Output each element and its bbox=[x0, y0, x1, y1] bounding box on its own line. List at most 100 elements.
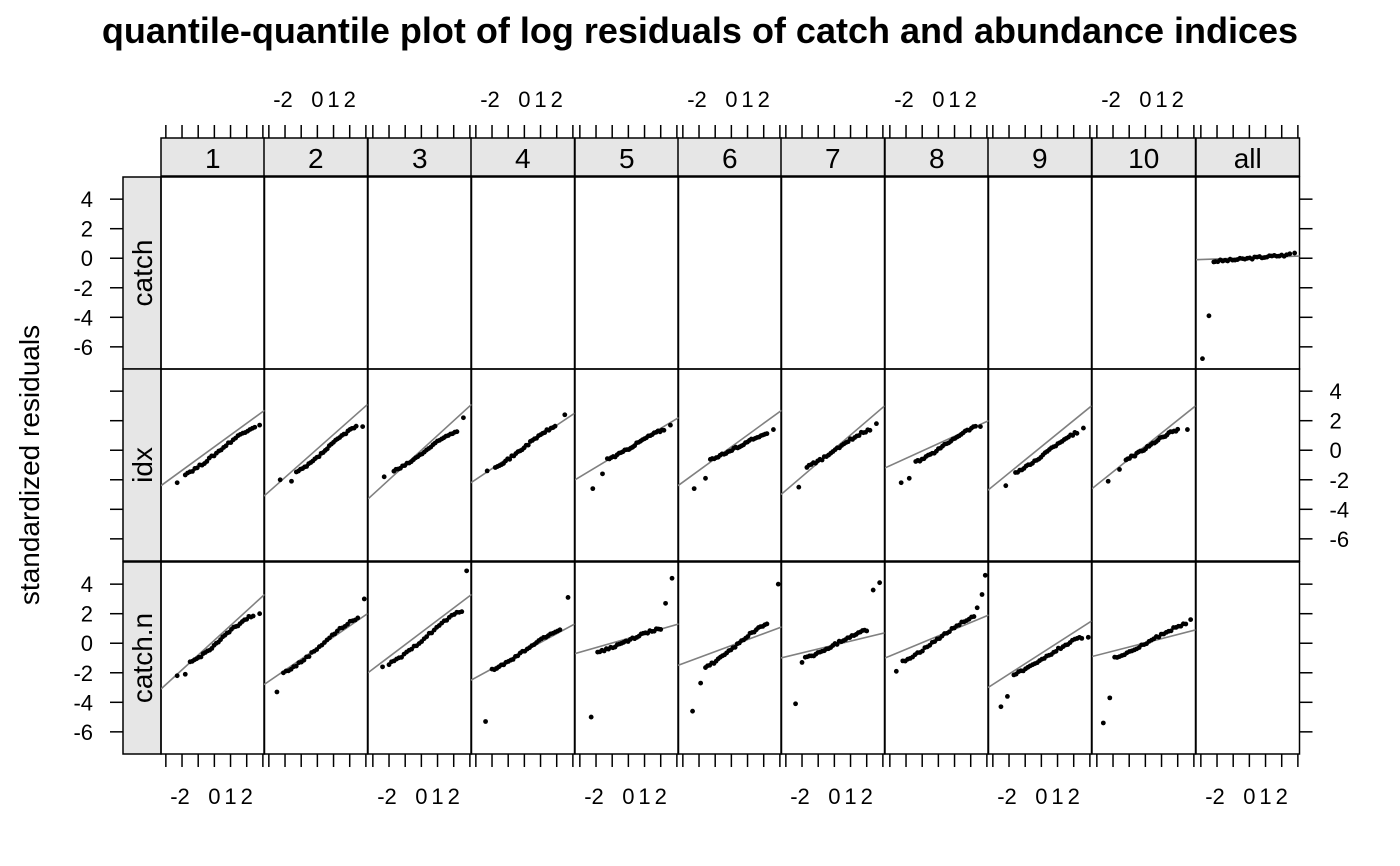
qq-reference-line bbox=[1092, 405, 1196, 490]
panel-idx-9 bbox=[987, 368, 1093, 562]
qq-point bbox=[703, 475, 708, 481]
qq-point bbox=[252, 424, 258, 430]
qq-point bbox=[920, 648, 925, 654]
panel-catch.n-1 bbox=[160, 561, 266, 755]
x-tick-label: 1 bbox=[1259, 784, 1271, 809]
panel-idx-4 bbox=[470, 368, 576, 562]
qq-reference-line bbox=[264, 403, 368, 497]
qq-point bbox=[306, 654, 312, 659]
qq-point bbox=[775, 581, 781, 587]
y-tick-label: -2 bbox=[73, 661, 93, 686]
qq-point bbox=[764, 621, 770, 627]
panel-data-idx-10 bbox=[1092, 405, 1196, 490]
qq-point bbox=[698, 680, 704, 686]
y-tick-label: -2 bbox=[1330, 468, 1350, 493]
qq-point bbox=[461, 415, 466, 421]
qq-point bbox=[399, 654, 404, 660]
panel-idx-1 bbox=[160, 368, 266, 562]
qq-point bbox=[1100, 720, 1106, 726]
qq-point bbox=[174, 480, 180, 486]
qq-point bbox=[771, 427, 776, 432]
panel-catch-6 bbox=[677, 176, 783, 370]
strip-label-2: 2 bbox=[308, 143, 324, 174]
row-strip-catch.n bbox=[122, 561, 162, 755]
panel-data-catch-all bbox=[1196, 250, 1300, 362]
x-tick-label: -2 bbox=[1205, 784, 1225, 809]
panel-idx-2 bbox=[263, 368, 369, 562]
y-tick-label: 0 bbox=[1330, 438, 1342, 463]
x-tick-label: 0 bbox=[622, 784, 634, 809]
x-tick-label: 1 bbox=[1051, 784, 1063, 809]
x-tick-label: 1 bbox=[741, 87, 753, 112]
panel-catch-10 bbox=[1091, 176, 1197, 370]
panel-idx-3 bbox=[367, 368, 473, 562]
strip-label-6: 6 bbox=[722, 143, 738, 174]
qq-point bbox=[361, 596, 367, 602]
qq-point bbox=[973, 423, 978, 429]
y-tick-label: 4 bbox=[81, 572, 93, 597]
panel-catch-4 bbox=[470, 176, 576, 370]
qq-point bbox=[565, 595, 571, 600]
qq-point bbox=[1284, 252, 1289, 258]
x-tick-label: 1 bbox=[327, 87, 339, 112]
qq-point bbox=[947, 629, 952, 635]
x-tick-label: -2 bbox=[997, 784, 1017, 809]
qq-point bbox=[182, 671, 188, 677]
panel-data-catch.n-6 bbox=[678, 581, 782, 714]
y-tick-label: -2 bbox=[73, 276, 93, 301]
qq-point bbox=[355, 615, 361, 621]
panel-catch-9 bbox=[987, 176, 1093, 370]
row-strip-idx bbox=[122, 368, 162, 562]
qq-point bbox=[562, 412, 568, 418]
qq-point bbox=[204, 459, 210, 464]
panel-data-idx-6 bbox=[678, 409, 782, 492]
y-tick-label: 2 bbox=[81, 217, 93, 242]
strip-label-7: 7 bbox=[825, 143, 841, 174]
row-strip-label-idx: idx bbox=[127, 447, 158, 483]
x-tick-label: -2 bbox=[1101, 87, 1121, 112]
panel-data-catch.n-2 bbox=[264, 596, 368, 695]
strip-label-9: 9 bbox=[1032, 143, 1048, 174]
panel-catch.n-4 bbox=[470, 561, 576, 755]
panel-catch.n-7 bbox=[780, 561, 886, 755]
qq-point bbox=[289, 478, 294, 484]
qq-point bbox=[799, 660, 805, 665]
panel-catch-2 bbox=[263, 176, 369, 370]
x-tick-label: -2 bbox=[790, 784, 810, 809]
x-tick-label: -2 bbox=[273, 87, 293, 112]
panel-data-idx-1 bbox=[161, 409, 265, 487]
panel-idx-5 bbox=[574, 368, 680, 562]
strip-3 bbox=[367, 137, 473, 177]
qq-point bbox=[864, 628, 870, 634]
qq-point bbox=[557, 627, 563, 633]
panel-idx-all bbox=[1195, 368, 1301, 562]
panel-catch.n-10 bbox=[1091, 561, 1197, 755]
x-tick-label: 0 bbox=[725, 87, 737, 112]
qq-point bbox=[877, 580, 883, 586]
qq-point bbox=[277, 477, 283, 483]
x-tick-label: -2 bbox=[377, 784, 397, 809]
qq-point bbox=[1081, 425, 1086, 431]
qq-point bbox=[819, 457, 825, 463]
x-tick-label: -2 bbox=[480, 87, 500, 112]
qq-point bbox=[796, 484, 802, 490]
x-tick-label: 1 bbox=[638, 784, 650, 809]
x-tick-label: 2 bbox=[1172, 87, 1184, 112]
qq-point bbox=[971, 614, 977, 619]
panel-catch.n-5 bbox=[574, 561, 680, 755]
qq-point bbox=[1206, 313, 1212, 319]
qq-reference-line bbox=[368, 593, 472, 674]
qq-point bbox=[867, 427, 873, 433]
x-tick-label: 2 bbox=[758, 87, 770, 112]
y-tick-label: 0 bbox=[81, 246, 93, 271]
x-tick-label: 2 bbox=[1276, 784, 1288, 809]
row-strip-catch bbox=[122, 176, 162, 370]
y-tick-label: -6 bbox=[1330, 527, 1350, 552]
qq-point bbox=[691, 486, 697, 492]
x-tick-label: 0 bbox=[828, 784, 840, 809]
y-tick-label: -6 bbox=[73, 335, 93, 360]
y-tick-label: 4 bbox=[81, 187, 93, 212]
qq-point bbox=[1183, 621, 1189, 627]
